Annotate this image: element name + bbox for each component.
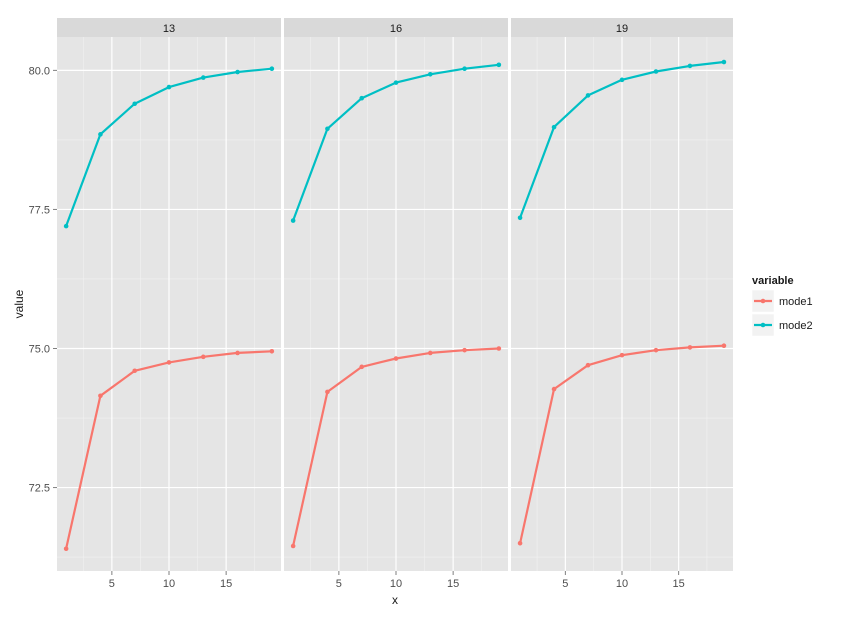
data-point-mode2	[585, 93, 591, 98]
data-point-mode2	[393, 80, 399, 85]
facet-strip	[511, 18, 733, 37]
data-point-mode2	[427, 71, 433, 77]
data-point-mode2	[462, 66, 467, 72]
data-point-mode2	[166, 84, 172, 90]
data-point-mode2	[290, 218, 296, 223]
facet-strip	[57, 18, 281, 37]
data-point-mode1	[269, 348, 275, 354]
data-point-mode2	[235, 69, 240, 75]
data-point-mode2	[517, 215, 523, 221]
facet-strip	[284, 18, 508, 37]
x-tick-label: 5	[109, 578, 115, 590]
legend-point-mode1	[760, 298, 766, 304]
data-point-mode1	[721, 343, 727, 349]
data-point-mode2	[721, 59, 727, 65]
y-tick-label: 72.5	[29, 483, 50, 495]
data-point-mode1	[687, 345, 693, 350]
legend-label-mode2: mode2	[779, 320, 813, 332]
data-point-mode2	[359, 95, 365, 101]
data-point-mode2	[132, 101, 138, 107]
data-point-mode1	[462, 347, 467, 353]
data-point-mode1	[235, 350, 240, 356]
data-point-mode1	[98, 393, 103, 399]
data-point-mode2	[653, 69, 659, 74]
x-tick-label: 10	[163, 578, 175, 590]
data-point-mode1	[551, 386, 557, 392]
data-point-mode1	[166, 360, 172, 365]
x-tick-label: 10	[616, 578, 628, 590]
data-point-mode1	[619, 352, 625, 358]
data-point-mode1	[63, 546, 69, 552]
data-point-mode1	[325, 389, 330, 395]
data-point-mode2	[98, 132, 103, 137]
y-tick-label: 77.5	[29, 204, 50, 216]
data-point-mode2	[551, 124, 557, 130]
facet-strip-label: 16	[390, 23, 402, 35]
data-point-mode2	[63, 223, 69, 229]
data-point-mode1	[653, 347, 659, 353]
data-point-mode2	[269, 66, 275, 72]
legend-point-mode2	[760, 322, 766, 328]
x-tick-label: 5	[336, 578, 342, 590]
x-tick-label: 10	[390, 578, 402, 590]
x-tick-label: 15	[447, 578, 459, 590]
legend-title: variable	[752, 275, 794, 287]
data-point-mode1	[290, 543, 296, 549]
data-point-mode2	[496, 62, 502, 68]
data-point-mode1	[496, 346, 502, 351]
data-point-mode1	[585, 362, 591, 368]
facet-strip-label: 13	[163, 23, 175, 35]
data-point-mode1	[359, 364, 365, 370]
data-point-mode1	[427, 350, 433, 356]
x-tick-label: 5	[562, 578, 568, 590]
data-point-mode1	[393, 356, 399, 361]
x-axis-title: x	[392, 593, 398, 607]
data-point-mode1	[200, 354, 206, 360]
data-point-mode1	[517, 540, 523, 546]
legend-label-mode1: mode1	[779, 296, 813, 308]
data-point-mode2	[687, 63, 693, 69]
y-tick-label: 80.0	[29, 65, 50, 77]
facet-strip-label: 19	[616, 23, 628, 35]
y-axis-title: value	[12, 289, 26, 318]
y-tick-label: 75.0	[29, 344, 50, 356]
data-point-mode2	[200, 75, 206, 80]
x-tick-label: 15	[220, 578, 232, 590]
x-tick-label: 15	[673, 578, 685, 590]
data-point-mode2	[325, 126, 330, 132]
data-point-mode1	[132, 368, 138, 374]
data-point-mode2	[619, 77, 625, 83]
